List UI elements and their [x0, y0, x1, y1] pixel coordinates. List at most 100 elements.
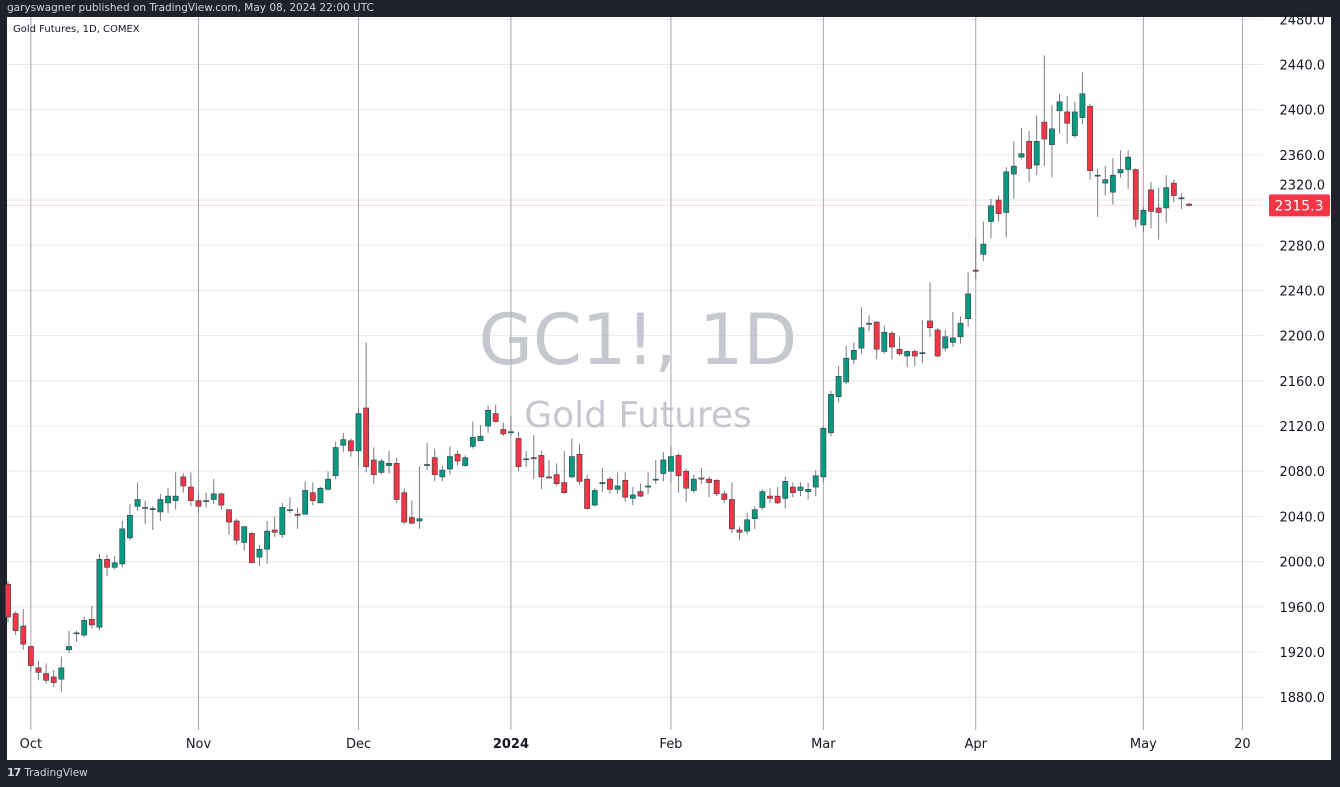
- candle[interactable]: [751, 506, 758, 529]
- candle[interactable]: [683, 468, 690, 502]
- candle[interactable]: [736, 526, 743, 541]
- candle[interactable]: [866, 315, 872, 332]
- candle[interactable]: [1087, 104, 1093, 180]
- candle[interactable]: [264, 520, 270, 564]
- candle[interactable]: [1178, 193, 1185, 210]
- candle[interactable]: [492, 404, 499, 423]
- candle[interactable]: [850, 342, 857, 364]
- candle[interactable]: [660, 452, 667, 482]
- candle[interactable]: [1071, 101, 1078, 138]
- candle[interactable]: [561, 450, 568, 494]
- candle[interactable]: [256, 544, 263, 567]
- candle[interactable]: [500, 422, 507, 437]
- candle[interactable]: [508, 415, 514, 437]
- candle[interactable]: [607, 476, 613, 494]
- candle[interactable]: [652, 459, 659, 484]
- candle[interactable]: [363, 342, 370, 473]
- candle[interactable]: [789, 482, 796, 498]
- candle[interactable]: [1148, 181, 1154, 229]
- candle[interactable]: [1125, 150, 1132, 189]
- candle[interactable]: [812, 470, 819, 497]
- candle[interactable]: [233, 518, 240, 545]
- candle[interactable]: [27, 646, 34, 672]
- candle[interactable]: [469, 421, 476, 449]
- candle[interactable]: [980, 221, 987, 262]
- candle[interactable]: [111, 555, 118, 570]
- candle[interactable]: [515, 431, 522, 472]
- candle[interactable]: [370, 447, 377, 484]
- candle[interactable]: [454, 450, 461, 466]
- candle[interactable]: [889, 331, 895, 360]
- candle[interactable]: [698, 467, 705, 484]
- candle[interactable]: [568, 438, 575, 479]
- candle[interactable]: [530, 435, 537, 480]
- candle[interactable]: [972, 238, 979, 280]
- candle[interactable]: [614, 472, 621, 494]
- candle[interactable]: [965, 272, 972, 327]
- candle[interactable]: [797, 482, 804, 497]
- candle[interactable]: [782, 476, 789, 509]
- candle[interactable]: [447, 446, 453, 475]
- candle[interactable]: [66, 630, 72, 654]
- candle[interactable]: [668, 446, 674, 483]
- candle[interactable]: [1163, 175, 1170, 223]
- candle[interactable]: [774, 487, 781, 505]
- candle[interactable]: [546, 459, 552, 479]
- candle[interactable]: [934, 327, 941, 358]
- candle[interactable]: [728, 482, 735, 534]
- candle[interactable]: [1132, 168, 1139, 228]
- candle[interactable]: [279, 502, 286, 538]
- candle[interactable]: [187, 472, 194, 507]
- candle[interactable]: [81, 617, 88, 638]
- candle[interactable]: [149, 506, 156, 530]
- candle[interactable]: [340, 432, 347, 453]
- candle[interactable]: [919, 319, 926, 363]
- candle[interactable]: [1033, 115, 1040, 176]
- candle[interactable]: [20, 609, 27, 650]
- candle[interactable]: [1186, 203, 1192, 207]
- candle[interactable]: [5, 580, 11, 623]
- candle[interactable]: [1041, 55, 1048, 167]
- candle[interactable]: [645, 472, 651, 494]
- candle[interactable]: [50, 670, 57, 688]
- candle[interactable]: [88, 605, 95, 629]
- candle[interactable]: [927, 282, 933, 337]
- candle[interactable]: [325, 471, 331, 491]
- candle[interactable]: [287, 497, 293, 514]
- candle[interactable]: [424, 442, 430, 471]
- candle[interactable]: [485, 405, 491, 433]
- candle[interactable]: [96, 553, 103, 631]
- candle[interactable]: [119, 520, 126, 568]
- candle[interactable]: [949, 311, 956, 347]
- candle[interactable]: [180, 473, 187, 493]
- candle[interactable]: [386, 450, 392, 474]
- candle[interactable]: [401, 488, 408, 525]
- candle[interactable]: [629, 487, 636, 506]
- candle[interactable]: [43, 663, 49, 684]
- candle[interactable]: [462, 455, 469, 467]
- candle[interactable]: [942, 329, 949, 352]
- candle[interactable]: [744, 513, 751, 535]
- candle[interactable]: [690, 474, 697, 493]
- candle[interactable]: [1026, 131, 1032, 182]
- candle[interactable]: [995, 195, 1002, 222]
- candle[interactable]: [904, 350, 911, 368]
- candle[interactable]: [957, 316, 964, 344]
- candle[interactable]: [538, 450, 545, 490]
- candle[interactable]: [73, 630, 80, 642]
- candle[interactable]: [828, 391, 834, 437]
- candle[interactable]: [1155, 187, 1162, 240]
- candle[interactable]: [203, 492, 210, 508]
- candle[interactable]: [1102, 166, 1109, 196]
- candle[interactable]: [988, 198, 994, 239]
- candle[interactable]: [591, 488, 598, 507]
- candle[interactable]: [134, 482, 141, 511]
- candle[interactable]: [210, 479, 217, 505]
- candle[interactable]: [622, 472, 629, 502]
- candle[interactable]: [637, 483, 644, 498]
- candle[interactable]: [599, 467, 606, 492]
- candle[interactable]: [576, 444, 583, 485]
- candle[interactable]: [271, 516, 278, 537]
- candle[interactable]: [1049, 105, 1055, 178]
